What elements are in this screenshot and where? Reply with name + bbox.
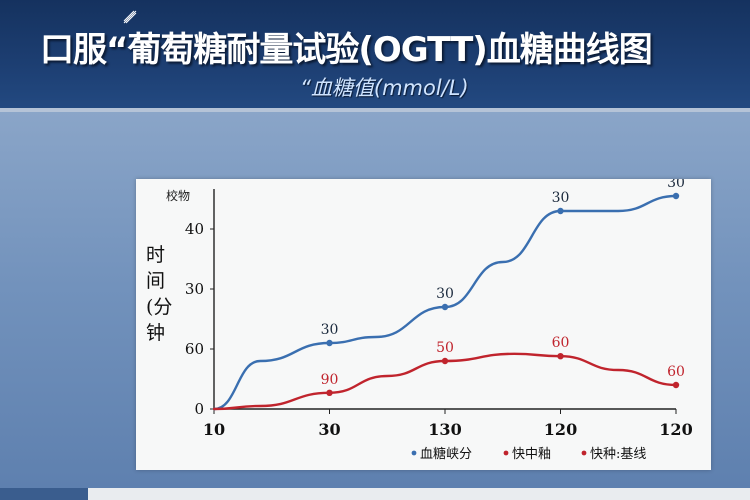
y-tick-label: 40 xyxy=(185,220,204,238)
y-axis-title: 钟 xyxy=(146,322,165,344)
legend-marker xyxy=(411,450,417,456)
x-tick-label: 120 xyxy=(544,420,577,439)
data-point xyxy=(557,207,564,215)
y-tick-label: 0 xyxy=(194,400,204,418)
x-tick-label: 130 xyxy=(428,420,461,439)
data-point xyxy=(326,339,333,347)
header-banner xyxy=(0,0,750,112)
data-label: 30 xyxy=(321,322,339,338)
data-label: 60 xyxy=(552,335,570,351)
data-label: 90 xyxy=(321,372,339,388)
y-axis-title: 间 xyxy=(146,270,165,292)
legend-label: 快种:基线 xyxy=(590,447,646,462)
page-subtitle: “血糖值(mmol/L) xyxy=(300,76,469,100)
legend-marker xyxy=(503,450,509,456)
footer-accent xyxy=(0,488,88,500)
data-point xyxy=(441,303,449,311)
data-point xyxy=(326,389,333,396)
page-title: 口服“葡萄糖耐量试验(OGTT)血糖曲线图 xyxy=(40,30,653,70)
legend-label: 快中釉 xyxy=(512,447,551,462)
data-label: 30 xyxy=(552,190,570,206)
chart-corner-label: 校物 xyxy=(166,188,190,203)
footer-bar xyxy=(88,488,750,500)
sparkle-icon xyxy=(123,10,137,24)
y-axis-title: 时 xyxy=(146,244,165,266)
data-point xyxy=(672,381,680,389)
data-label: 30 xyxy=(436,286,454,302)
data-label: 50 xyxy=(436,340,454,356)
legend-marker xyxy=(581,450,587,456)
x-tick-label: 10 xyxy=(203,420,225,439)
data-point xyxy=(441,357,449,365)
x-tick-label: 120 xyxy=(659,420,692,439)
data-point xyxy=(557,353,564,360)
legend-label: 血糖峡分 xyxy=(420,446,472,462)
y-tick-label: 60 xyxy=(185,340,204,358)
data-label: 30 xyxy=(667,179,685,191)
data-point xyxy=(672,192,680,200)
data-label: 60 xyxy=(667,364,685,380)
chart-card: 校物时间 (分钟 0 60 30 40 10 30 130 120 120 30 30 30 30 90 50… xyxy=(136,175,711,470)
y-tick-label: 30 xyxy=(185,280,204,298)
y-axis-title: (分 xyxy=(146,296,172,318)
header-divider xyxy=(0,108,750,112)
series-line xyxy=(212,194,678,411)
x-tick-label: 30 xyxy=(318,420,340,439)
